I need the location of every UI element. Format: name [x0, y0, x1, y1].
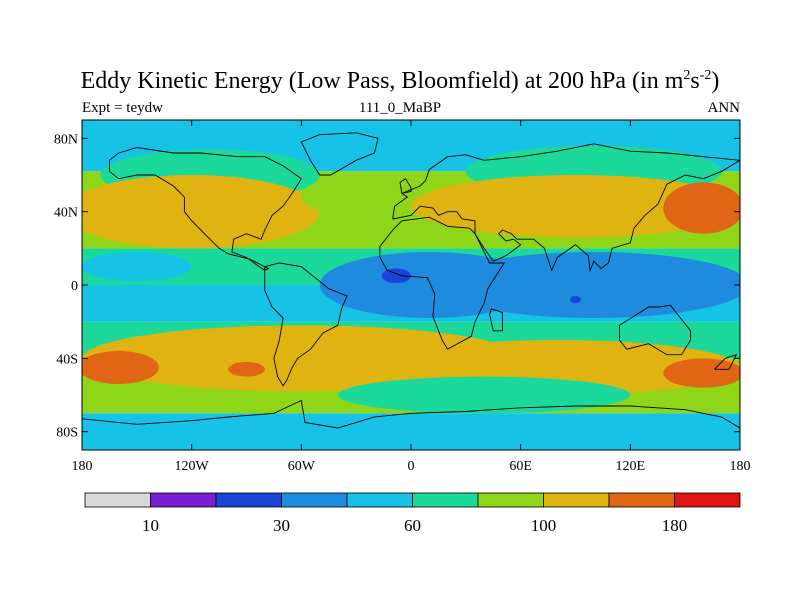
coastline	[264, 262, 348, 387]
run-label: 111_0_MaBP	[358, 100, 442, 116]
coastline	[379, 216, 506, 350]
contour-region	[381, 268, 411, 284]
colorbar-box	[608, 492, 675, 508]
contour-region	[228, 362, 265, 377]
y-tick-label: 40N	[54, 206, 78, 221]
colorbar-box	[674, 492, 741, 508]
colorbar-label: 100	[531, 516, 557, 535]
contour-region	[82, 251, 192, 282]
colorbar-box	[215, 492, 282, 508]
x-tick-label: 120E	[616, 459, 646, 474]
experiment-label: Expt = teydw	[82, 100, 163, 116]
coastline	[618, 304, 692, 356]
season-label: ANN	[707, 100, 741, 116]
x-tick-label: 0	[408, 459, 415, 474]
x-tick-label: 120W	[175, 459, 210, 474]
colorbar-box	[412, 492, 479, 508]
colorbar-box	[543, 492, 610, 508]
colorbar-box	[477, 492, 544, 508]
contour-region	[411, 175, 740, 238]
colorbar-label: 30	[273, 516, 290, 535]
contour-region	[82, 175, 320, 249]
coastline	[392, 143, 740, 273]
coastline	[399, 178, 412, 194]
colorbar-label: 60	[404, 516, 421, 535]
x-axis: 180 120W 60W 0 60E 120E 180	[72, 120, 751, 474]
x-tick-label: 60E	[509, 459, 532, 474]
y-axis: 80N 40N 0 40S 80S	[54, 132, 740, 441]
colorbar: 10 30 60 100 180	[84, 492, 741, 535]
coastline	[82, 399, 740, 429]
coastline	[108, 147, 302, 271]
contour-region	[663, 358, 740, 388]
colorbar-label: 10	[142, 516, 159, 535]
contour-region	[663, 182, 740, 234]
y-tick-label: 80N	[54, 132, 78, 147]
y-tick-label: 80S	[56, 426, 78, 441]
colorbar-box	[150, 492, 217, 508]
contour-region	[82, 351, 159, 384]
coastline	[489, 308, 503, 332]
coastlines	[82, 132, 740, 429]
x-tick-label: 180	[730, 459, 751, 474]
contour-band	[82, 413, 740, 450]
colorbar-box	[84, 492, 151, 508]
contour-region	[301, 178, 411, 216]
y-tick-label: 0	[71, 279, 78, 294]
colorbar-box	[281, 492, 348, 508]
coastline	[714, 353, 738, 370]
coastline	[300, 132, 379, 176]
contour-region	[570, 296, 581, 304]
x-tick-label: 180	[72, 459, 93, 474]
chart-title: Eddy Kinetic Energy (Low Pass, Bloomfiel…	[80, 68, 720, 94]
x-tick-label: 60W	[288, 459, 316, 474]
field-contours	[82, 120, 740, 450]
contour-region	[337, 376, 631, 414]
contour-region	[438, 252, 740, 318]
colorbar-box	[346, 492, 413, 508]
colorbar-label: 180	[662, 516, 688, 535]
y-tick-label: 40S	[56, 352, 78, 367]
